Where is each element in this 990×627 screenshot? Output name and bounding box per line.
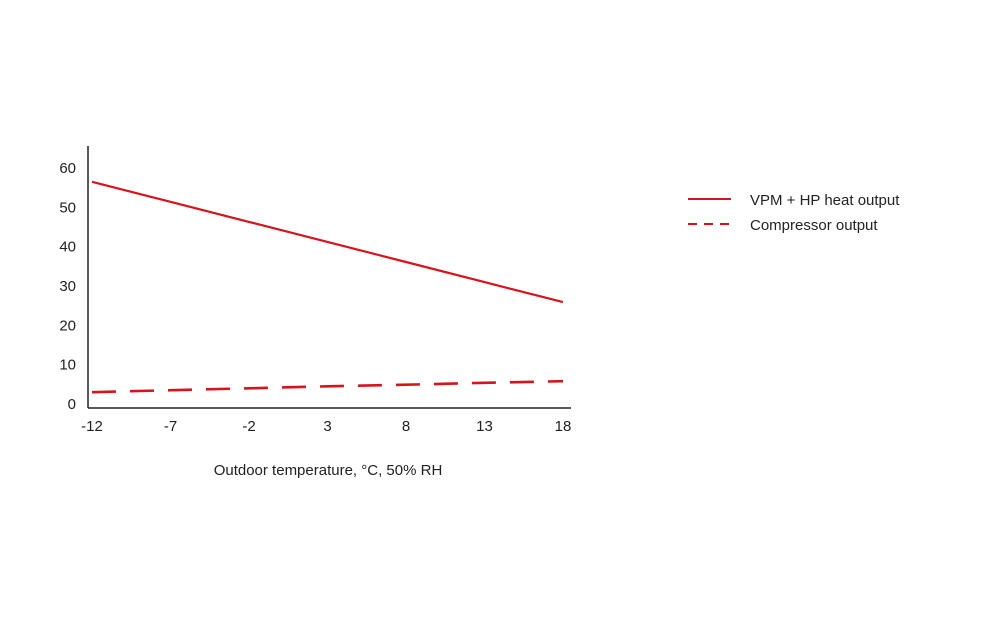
x-axis-label: Outdoor temperature, °C, 50% RH — [214, 462, 443, 479]
y-tick-label: 50 — [59, 199, 76, 216]
y-tick-label: 0 — [68, 396, 76, 413]
x-tick-labels: -12 -7 -2 3 8 13 18 — [81, 418, 571, 435]
x-tick-label: 3 — [323, 418, 331, 435]
x-tick-label: -12 — [81, 418, 103, 435]
axes — [87, 146, 571, 409]
legend-label: Compressor output — [750, 217, 878, 234]
y-tick-label: 40 — [59, 239, 76, 256]
y-tick-label: 60 — [59, 160, 76, 177]
x-tick-label: -7 — [164, 418, 177, 435]
x-tick-label: 18 — [555, 418, 572, 435]
y-tick-label: 20 — [59, 317, 76, 334]
y-tick-labels: 0 10 20 30 40 50 60 — [59, 160, 76, 413]
legend: VPM + HP heat output Compressor output — [688, 192, 900, 234]
series-line-heat-output — [91, 180, 564, 304]
series-line-compressor-output — [91, 379, 564, 394]
x-tick-label: -2 — [242, 418, 255, 435]
x-tick-label: 8 — [402, 418, 410, 435]
y-tick-label: 10 — [59, 357, 76, 374]
x-tick-label: 13 — [476, 418, 493, 435]
series-layer — [91, 180, 564, 394]
legend-label: VPM + HP heat output — [750, 192, 900, 209]
y-tick-label: 30 — [59, 278, 76, 295]
